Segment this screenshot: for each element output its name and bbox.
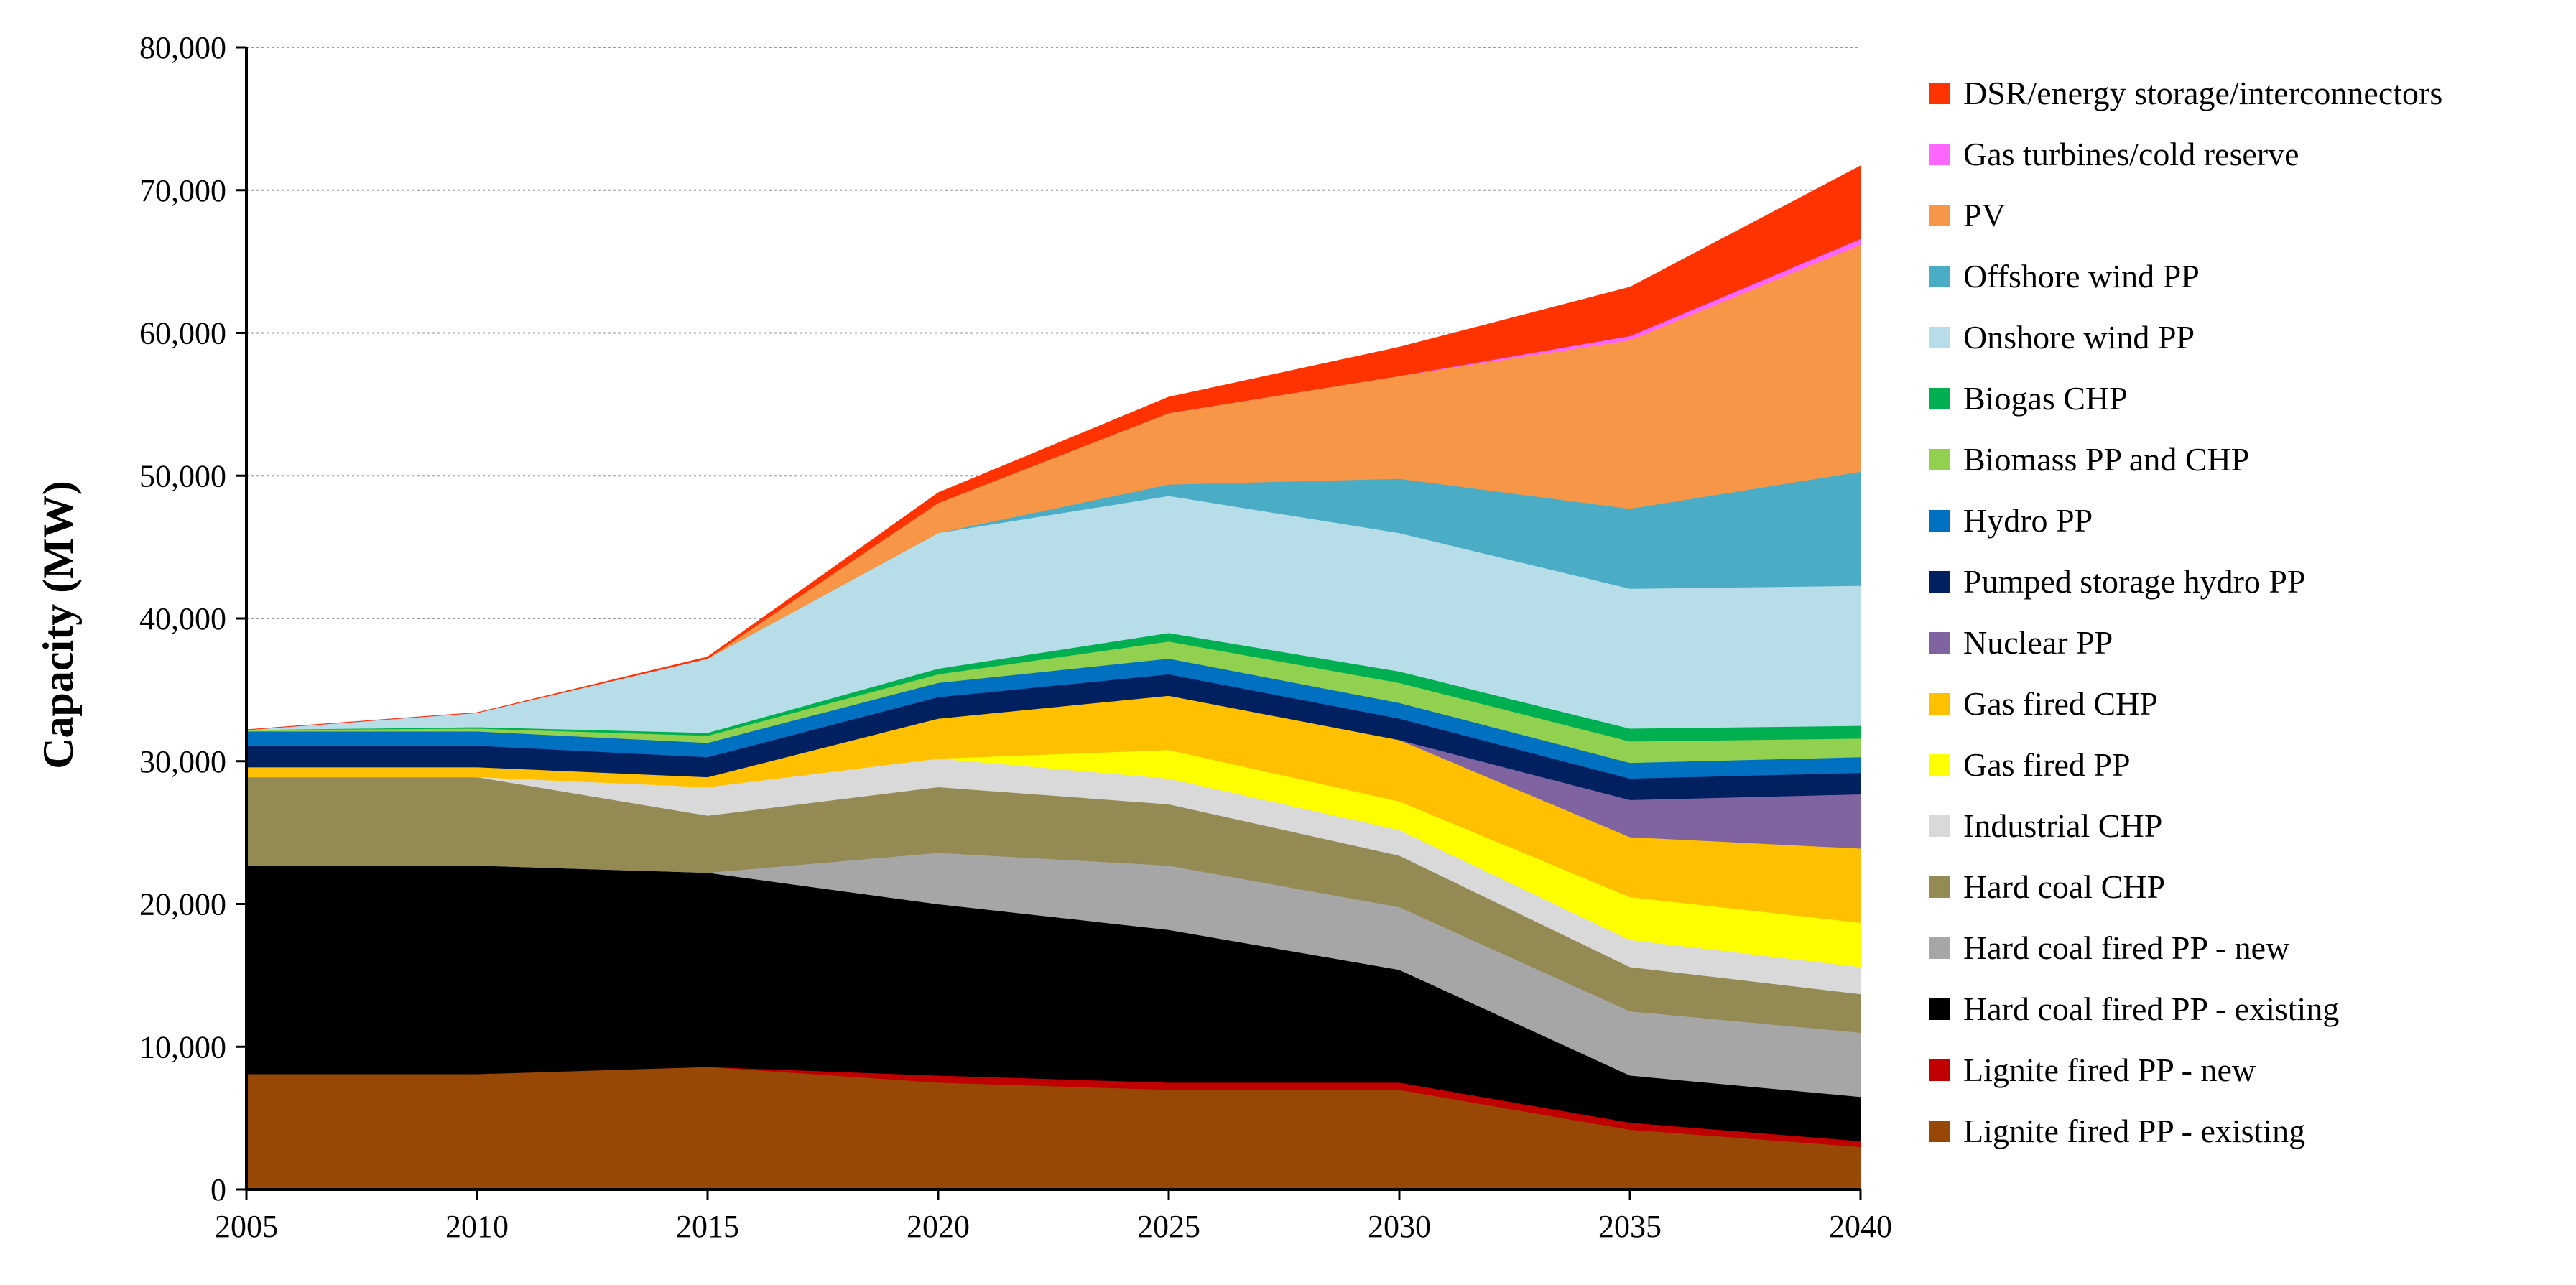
x-tick-label-1: 2010 — [445, 1209, 509, 1244]
y-tick-label-8: 80,000 — [139, 30, 226, 65]
legend-label-15: Hard coal fired PP - existing — [1963, 991, 2339, 1027]
y-tick-label-7: 70,000 — [139, 173, 226, 208]
y-ticks: 0 10,000 20,000 30,000 40,000 50,000 60,000 70,… — [139, 30, 246, 1207]
legend-label-9: Nuclear PP — [1963, 624, 2113, 661]
legend-swatch-3 — [1929, 266, 1950, 287]
y-tick-label-2: 20,000 — [139, 887, 226, 922]
x-tick-label-0: 2005 — [215, 1209, 278, 1244]
legend-label-4: Onshore wind PP — [1963, 319, 2195, 356]
legend-label-8: Pumped storage hydro PP — [1963, 563, 2306, 600]
legend-swatch-7 — [1929, 510, 1950, 532]
legend: DSR/energy storage/interconnectors Gas tu… — [1929, 75, 2442, 1149]
legend-label-6: Biomass PP and CHP — [1963, 441, 2249, 478]
legend-swatch-17 — [1929, 1121, 1950, 1142]
legend-swatch-16 — [1929, 1059, 1950, 1081]
legend-swatch-9 — [1929, 632, 1950, 654]
legend-swatch-5 — [1929, 388, 1950, 409]
legend-swatch-13 — [1929, 876, 1950, 898]
legend-swatch-1 — [1929, 144, 1950, 165]
y-tick-label-4: 40,000 — [139, 601, 226, 636]
legend-swatch-11 — [1929, 754, 1950, 776]
legend-swatch-2 — [1929, 205, 1950, 226]
area-series-group — [246, 165, 1861, 1190]
legend-label-10: Gas fired CHP — [1963, 685, 2158, 722]
legend-label-3: Offshore wind PP — [1963, 258, 2200, 294]
legend-label-17: Lignite fired PP - existing — [1963, 1113, 2305, 1149]
legend-swatch-14 — [1929, 937, 1950, 959]
legend-label-5: Biogas CHP — [1963, 380, 2128, 417]
legend-swatch-6 — [1929, 449, 1950, 470]
y-tick-label-5: 50,000 — [139, 458, 226, 493]
y-tick-label-1: 10,000 — [139, 1029, 226, 1064]
y-tick-label-6: 60,000 — [139, 316, 226, 351]
x-tick-label-5: 2030 — [1368, 1209, 1431, 1244]
area-series-17 — [246, 165, 1861, 730]
x-ticks: 2005 2010 2015 2020 2025 2030 2035 2040 — [215, 1189, 1892, 1244]
legend-swatch-15 — [1929, 998, 1950, 1020]
legend-swatch-0 — [1929, 83, 1950, 104]
x-tick-label-2: 2015 — [676, 1209, 739, 1244]
x-tick-label-3: 2020 — [907, 1209, 970, 1244]
legend-swatch-12 — [1929, 815, 1950, 837]
legend-label-13: Hard coal CHP — [1963, 868, 2165, 905]
y-tick-label-3: 30,000 — [139, 744, 226, 779]
x-tick-label-4: 2025 — [1137, 1209, 1200, 1244]
legend-label-14: Hard coal fired PP - new — [1963, 929, 2290, 966]
legend-label-11: Gas fired PP — [1963, 746, 2131, 783]
legend-label-12: Industrial CHP — [1963, 807, 2162, 844]
legend-label-0: DSR/energy storage/interconnectors — [1963, 75, 2442, 111]
x-tick-label-6: 2035 — [1598, 1209, 1662, 1244]
legend-swatch-10 — [1929, 693, 1950, 715]
legend-label-7: Hydro PP — [1963, 502, 2093, 539]
legend-label-16: Lignite fired PP - new — [1963, 1052, 2256, 1088]
legend-swatch-4 — [1929, 327, 1950, 348]
legend-label-1: Gas turbines/cold reserve — [1963, 136, 2299, 172]
x-tick-label-7: 2040 — [1829, 1209, 1892, 1244]
legend-swatch-8 — [1929, 571, 1950, 593]
y-tick-label-0: 0 — [210, 1172, 226, 1207]
y-axis-label: Capacity (MW) — [34, 481, 82, 769]
legend-label-2: PV — [1963, 197, 2006, 233]
